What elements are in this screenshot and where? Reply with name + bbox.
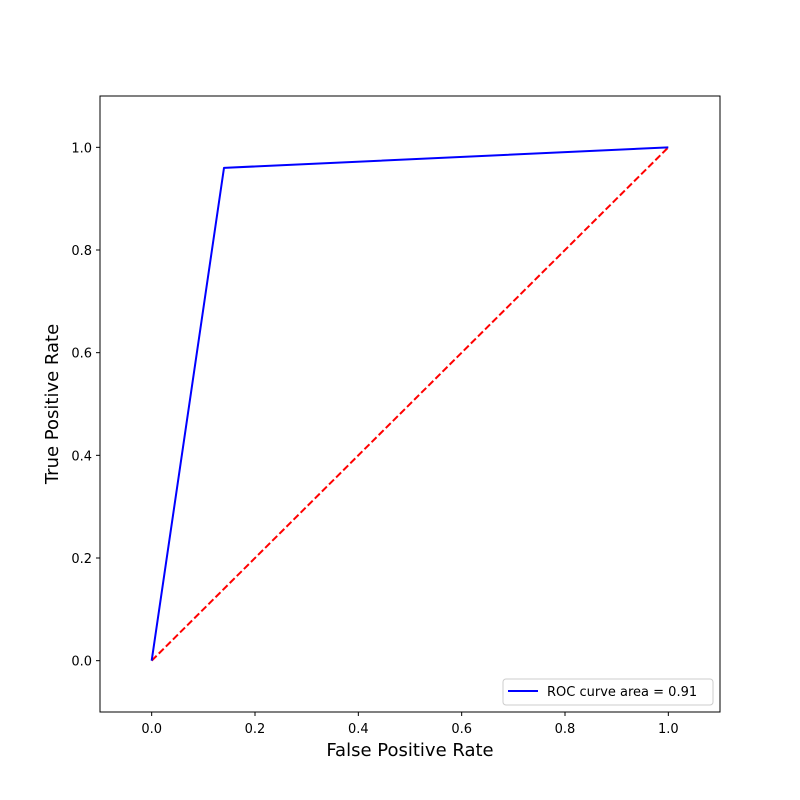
x-tick-label: 0.8: [555, 722, 576, 737]
y-tick-label: 1.0: [71, 141, 92, 156]
x-tick-label: 0.2: [245, 722, 266, 737]
legend-label: ROC curve area = 0.91: [547, 685, 697, 700]
y-tick-label: 0.0: [71, 655, 92, 670]
x-tick-label: 1.0: [658, 722, 679, 737]
y-tick-label: 0.6: [71, 347, 92, 362]
legend-box: [502, 678, 714, 706]
y-tick-label: 0.2: [71, 552, 92, 567]
y-tick-label: 0.8: [71, 244, 92, 259]
x-tick-label: 0.6: [451, 722, 472, 737]
series-layer: [150, 146, 670, 662]
plot-frame: [99, 95, 721, 713]
x-tick-label: 0.0: [141, 722, 162, 737]
roc-curve-line: [150, 146, 669, 661]
y-tick-label: 0.4: [71, 449, 92, 464]
y-axis-title: True Positive Rate: [42, 324, 63, 485]
legend: ROC curve area = 0.91: [502, 678, 714, 706]
diagonal-reference-line: [150, 146, 670, 662]
x-axis: 0.0 0.2 0.4 0.6 0.8 1.0: [141, 712, 679, 737]
x-tick-label: 0.4: [348, 722, 369, 737]
y-axis: 0.0 0.2 0.4 0.6 0.8 1.0: [71, 141, 100, 670]
x-axis-title: False Positive Rate: [326, 740, 493, 761]
